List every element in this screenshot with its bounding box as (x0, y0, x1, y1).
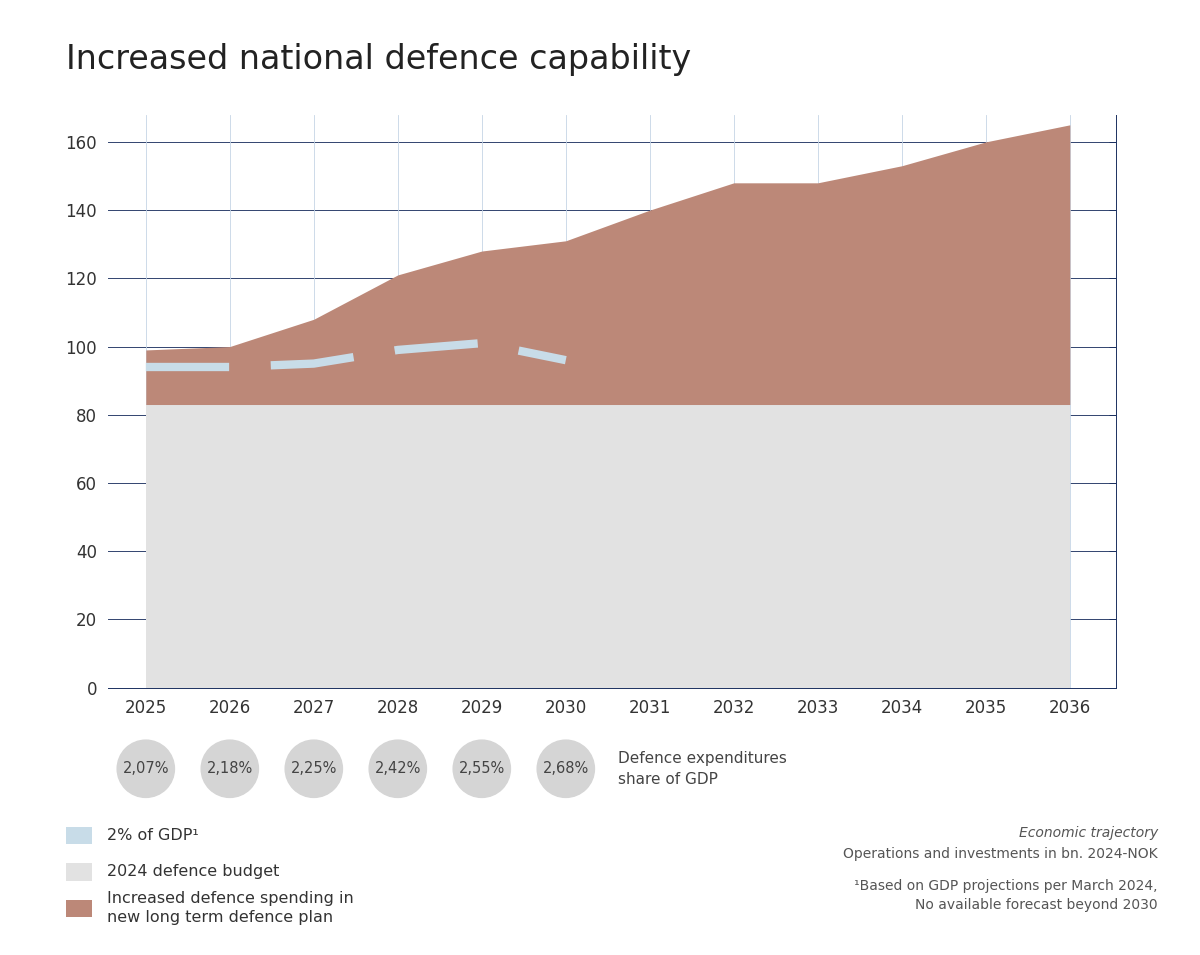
Text: 2024 defence budget: 2024 defence budget (107, 864, 280, 880)
Text: Increased national defence capability: Increased national defence capability (66, 43, 691, 76)
Text: 2,25%: 2,25% (290, 761, 337, 776)
Text: Defence expenditures
share of GDP: Defence expenditures share of GDP (618, 751, 787, 787)
Text: 2,18%: 2,18% (206, 761, 253, 776)
Text: Economic trajectory: Economic trajectory (1019, 826, 1158, 840)
Text: 2,07%: 2,07% (122, 761, 169, 776)
Text: 2,42%: 2,42% (374, 761, 421, 776)
Text: ¹Based on GDP projections per March 2024,: ¹Based on GDP projections per March 2024… (854, 879, 1158, 893)
Text: 2,55%: 2,55% (458, 761, 505, 776)
Text: 2% of GDP¹: 2% of GDP¹ (107, 828, 198, 843)
Text: new long term defence plan: new long term defence plan (107, 910, 332, 925)
Text: 2,68%: 2,68% (542, 761, 589, 776)
Text: No available forecast beyond 2030: No available forecast beyond 2030 (916, 898, 1158, 912)
Text: Operations and investments in bn. 2024-NOK: Operations and investments in bn. 2024-N… (844, 847, 1158, 861)
Text: Increased defence spending in: Increased defence spending in (107, 891, 354, 906)
